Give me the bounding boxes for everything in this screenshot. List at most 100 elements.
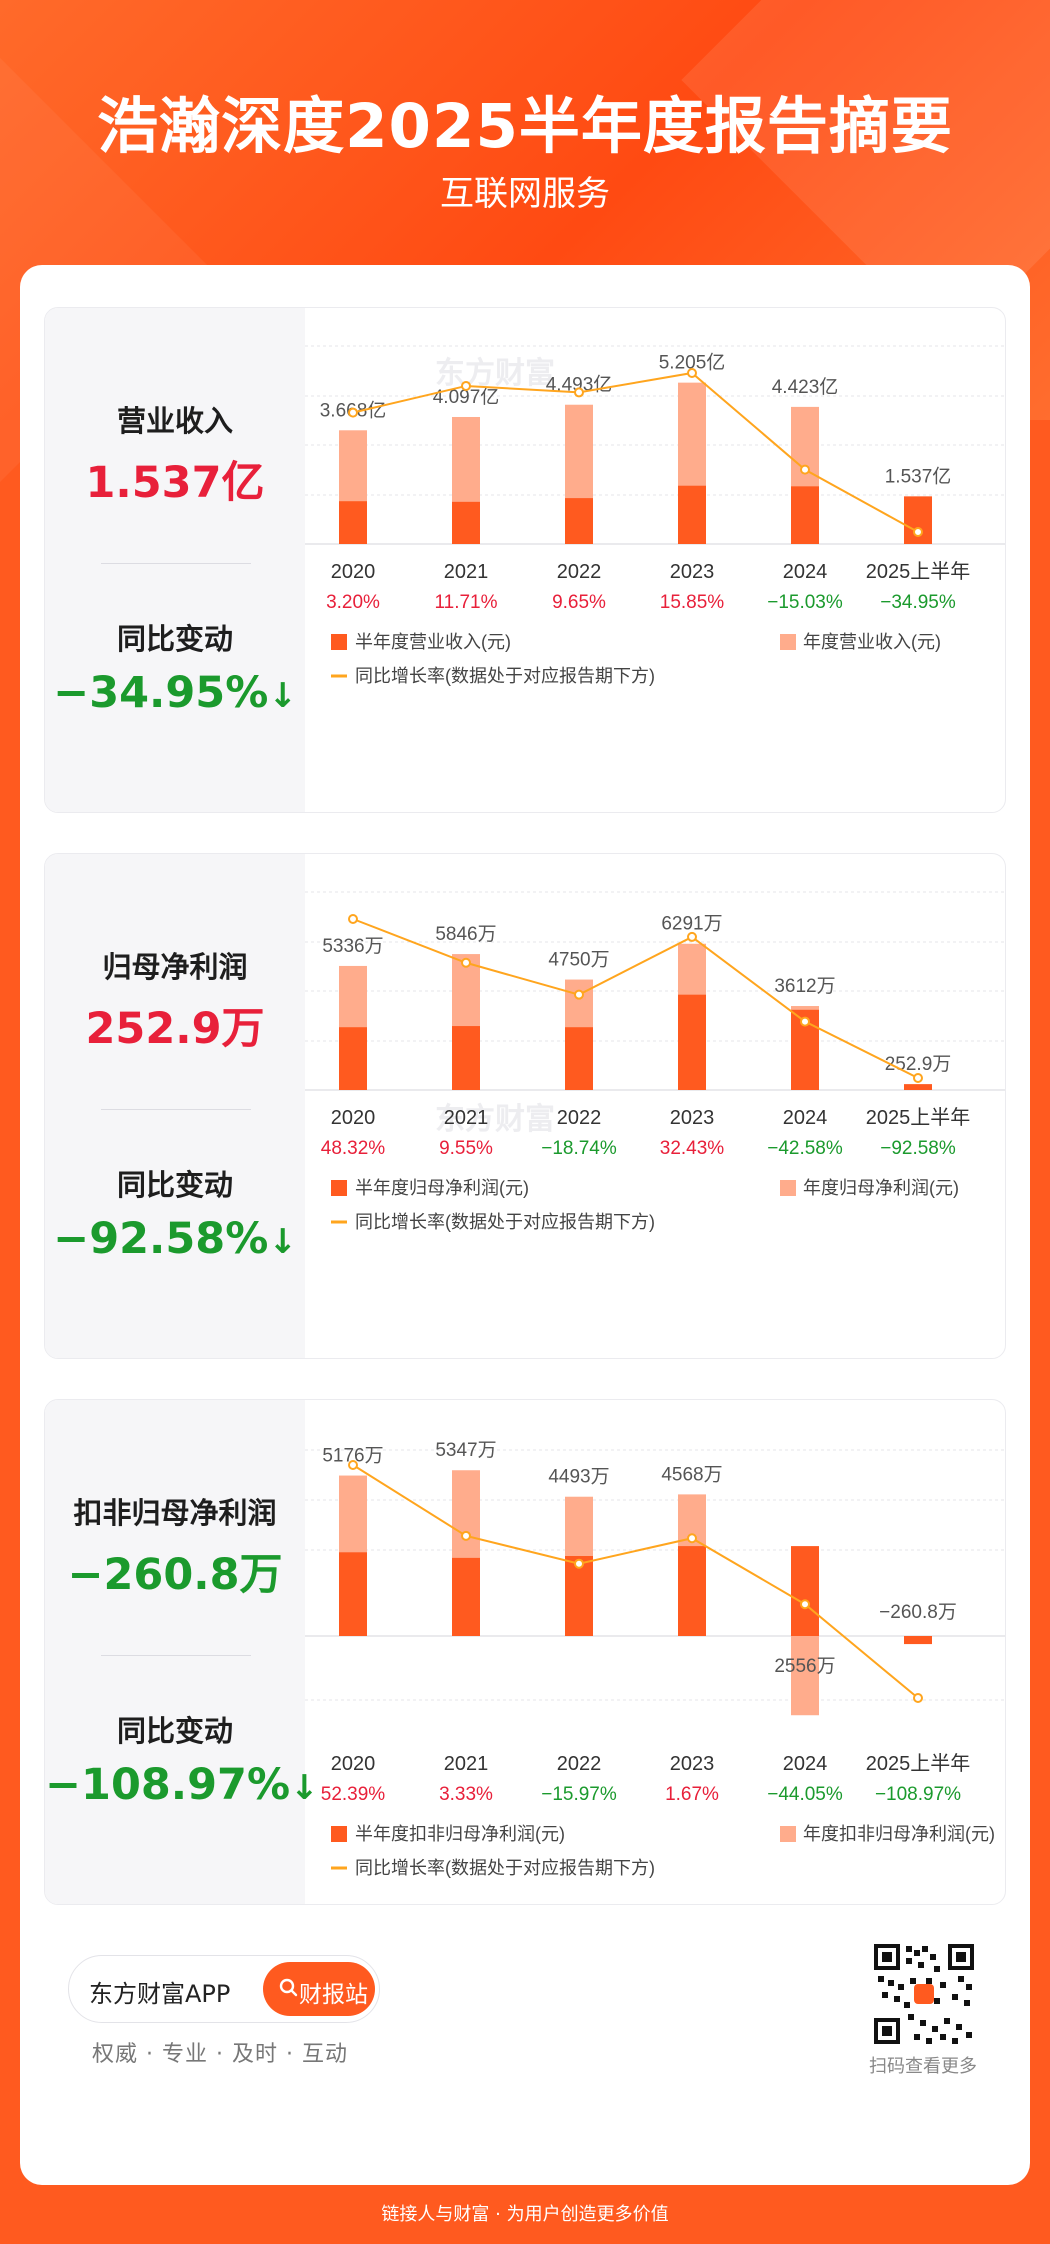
- growth-point: [348, 1460, 358, 1470]
- bar-value-label: 6291万: [661, 914, 722, 935]
- legend-swatch-half: [331, 1826, 347, 1842]
- growth-point: [461, 380, 471, 391]
- legend-swatch-annual: [780, 634, 796, 650]
- bar-value-label: 252.9万: [885, 1054, 952, 1075]
- metric-name: 归母净利润: [102, 950, 248, 984]
- metric-summary: 营业收入 1.537亿 同比变动 −34.95%↓: [45, 308, 305, 812]
- category-label: 2022: [557, 1753, 602, 1775]
- half-year-bar: [452, 1557, 480, 1636]
- bar-value-label: 5347万: [435, 1440, 496, 1461]
- qr-module: [920, 2020, 926, 2026]
- half-year-bar: [904, 1084, 932, 1090]
- growth-label: −15.97%: [541, 1784, 617, 1805]
- yoy-value: −92.58%↓: [53, 1214, 297, 1264]
- net-profit-panel: 归母净利润 252.9万 同比变动 −92.58%↓ 东方财富 5336万 584…: [44, 853, 1006, 1359]
- qr-module: [952, 1994, 958, 2000]
- half-year-bar: [339, 1552, 367, 1636]
- qr-module: [952, 2038, 958, 2044]
- legend-swatch-half: [331, 634, 347, 650]
- qr-module: [904, 2002, 910, 2008]
- growth-label: 1.67%: [665, 1784, 719, 1805]
- qr-module: [964, 2000, 970, 2006]
- qr-logo: [914, 1984, 934, 2004]
- growth-label: 3.33%: [439, 1784, 493, 1805]
- bar-value-label: 5176万: [322, 1446, 383, 1467]
- legend-label: 同比增长率(数据处于对应报告期下方): [355, 666, 655, 686]
- deducted-profit-panel: 扣非归母净利润 −260.8万 同比变动 −108.97%↓ 5176万 5347…: [44, 1399, 1006, 1905]
- qr-module: [930, 1954, 936, 1960]
- metric-value: 1.537亿: [85, 458, 265, 508]
- bar-value-label: 2556万: [774, 1656, 835, 1677]
- legend-label: 年度营业收入(元): [803, 632, 941, 652]
- qr-module: [944, 2018, 950, 2024]
- qr-module: [906, 1946, 912, 1952]
- legend-label: 半年度归母净利润(元): [355, 1178, 529, 1198]
- category-label: 2020: [331, 1753, 376, 1775]
- growth-label: 9.55%: [439, 1138, 493, 1159]
- category-label: 2024: [783, 1107, 828, 1129]
- qr-finder: [882, 1952, 892, 1962]
- qr-module: [926, 1978, 932, 1984]
- half-year-bar: [791, 486, 819, 544]
- category-label: 2021: [444, 561, 489, 583]
- qr-module: [894, 1996, 900, 2002]
- qr-module: [934, 1966, 940, 1972]
- bar-value-label: 4.423亿: [772, 376, 839, 398]
- growth-label: 32.43%: [660, 1138, 725, 1159]
- growth-label: 9.65%: [552, 592, 606, 613]
- net-profit-chart: 东方财富 5336万 5846万 4750万 6291万 3612万 252.9万 2020…: [305, 854, 1005, 1358]
- bar-value-label: 4.097亿: [433, 386, 500, 408]
- growth-point: [800, 1016, 810, 1027]
- slogan: 权威 · 专业 · 及时 · 互动: [92, 2042, 348, 2067]
- metric-summary: 归母净利润 252.9万 同比变动 −92.58%↓: [45, 854, 305, 1358]
- revenue-panel: 营业收入 1.537亿 同比变动 −34.95%↓ 东方财富 3.668亿4.0…: [44, 307, 1006, 813]
- growth-label: 3.20%: [326, 592, 380, 613]
- legend-label: 同比增长率(数据处于对应报告期下方): [355, 1858, 655, 1878]
- qr-code-icon[interactable]: [874, 1944, 974, 2044]
- qr-module: [898, 1984, 904, 1990]
- watermark: 东方财富: [435, 356, 555, 391]
- half-year-bar: [339, 501, 367, 544]
- down-arrow-icon: ↓: [268, 676, 297, 716]
- growth-label: −15.03%: [767, 592, 843, 613]
- net-profit-chart-svg: 5336万 5846万 4750万 6291万 3612万 252.9万 2020 2021 2…: [305, 891, 1005, 1232]
- category-label: 2023: [670, 561, 715, 583]
- category-label: 2022: [557, 1107, 602, 1129]
- growth-label: 15.85%: [660, 592, 725, 613]
- app-name: 东方财富APP: [89, 1980, 231, 2008]
- bar-value-label: 5.205亿: [659, 352, 726, 374]
- category-label: 2021: [444, 1107, 489, 1129]
- report-station-button[interactable]: 财报站: [263, 1962, 375, 2016]
- qr-module: [934, 1998, 940, 2004]
- metric-name: 扣非归母净利润: [73, 1496, 277, 1530]
- growth-point: [913, 527, 923, 537]
- half-year-bar: [791, 1546, 819, 1636]
- growth-label: −92.58%: [880, 1138, 956, 1159]
- category-label: 2022: [557, 561, 602, 583]
- qr-module: [932, 2026, 938, 2032]
- growth-label: −18.74%: [541, 1138, 617, 1159]
- qr-finder: [956, 1952, 966, 1962]
- growth-label: 48.32%: [321, 1138, 386, 1159]
- half-year-bar: [339, 1027, 367, 1090]
- legend-label: 半年度营业收入(元): [355, 632, 511, 652]
- report-station-label: 财报站: [299, 1982, 368, 2008]
- half-year-bar: [678, 1546, 706, 1636]
- qr-finder: [882, 2026, 892, 2036]
- half-year-bar: [904, 1636, 932, 1645]
- half-year-bar: [678, 994, 706, 1090]
- bar-value-label: 4493万: [548, 1467, 609, 1488]
- qr-module: [926, 2038, 932, 2044]
- footer-tagline: 链接人与财富 · 为用户创造更多价值: [381, 2204, 669, 2225]
- category-label: 2024: [783, 1753, 828, 1775]
- app-badge[interactable]: 东方财富APP 财报站: [68, 1955, 380, 2023]
- legend-swatch-annual: [780, 1180, 796, 1196]
- bar-value-label: −260.8万: [879, 1602, 957, 1623]
- growth-label: −108.97%: [875, 1784, 961, 1805]
- legend-swatch-half: [331, 1180, 347, 1196]
- growth-point: [687, 368, 697, 378]
- deducted-profit-chart: 5176万 5347万 4493万 4568万 2556万 −260.8万 2020 2021…: [305, 1400, 1005, 1904]
- qr-module: [914, 2034, 920, 2040]
- qr-module: [940, 1982, 946, 1988]
- growth-line: [352, 1464, 919, 1699]
